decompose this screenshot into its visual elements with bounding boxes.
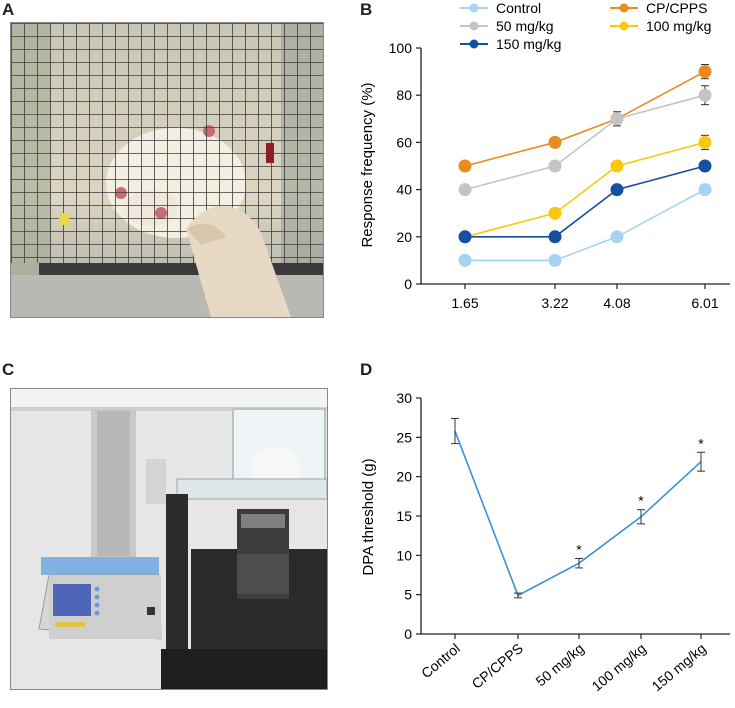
- chart-b-y-tick-label: 60: [396, 134, 412, 150]
- chart-b-point-50-mg-kg: [610, 112, 624, 126]
- chart-d-x-tick-label: 50 mg/kg: [533, 640, 587, 689]
- chart-b-y-tick-label: 40: [396, 182, 412, 198]
- chart-b-point-150-mg-kg: [548, 230, 562, 244]
- chart-d-series-line: [454, 430, 702, 597]
- chart-b-point-50-mg-kg: [458, 183, 472, 197]
- panel-letter-a: A: [2, 0, 15, 19]
- chart-b-series-line-50-mg-kg: [464, 94, 706, 191]
- chart-d-y-tick-label: 0: [404, 626, 412, 642]
- chart-d-significance-marker: *: [638, 493, 644, 509]
- chart-b-legend-label-150-mg-kg: 150 mg/kg: [496, 36, 561, 52]
- chart-b-legend-marker-control: [469, 3, 479, 13]
- chart-b-point-100-mg-kg: [610, 159, 624, 173]
- chart-b-point-control: [458, 253, 472, 267]
- chart-b-point-control: [610, 230, 624, 244]
- chart-d-x-tick-label: Control: [418, 640, 463, 681]
- photo-c-illustration: [11, 389, 327, 689]
- chart-b-legend-marker-150-mg-kg: [469, 39, 479, 49]
- panel-letter-b: B: [360, 0, 373, 19]
- chart-b-x-tick-label: 3.22: [541, 295, 568, 311]
- chart-b-point-cp-cpps: [698, 65, 712, 79]
- chart-d-y-tick-label: 15: [396, 508, 412, 524]
- chart-b-point-50-mg-kg: [548, 159, 562, 173]
- chart-d-x-tick-label: 100 mg/kg: [589, 640, 649, 694]
- chart-b-point-control: [548, 253, 562, 267]
- chart-d-x-tick-label: CP/CPPS: [469, 640, 526, 692]
- chart-b-y-axis-label: Response frequency (%): [359, 82, 376, 247]
- chart-b-legend-label-50-mg-kg: 50 mg/kg: [496, 18, 554, 34]
- chart-d-dpa-threshold: DPA threshold (g) 0 5 10 15 20 25 30 Control CP/…: [360, 390, 730, 694]
- chart-b-point-cp-cpps: [548, 135, 562, 149]
- panel-letter-c: C: [2, 360, 15, 379]
- chart-d-y-tick-label: 30: [396, 390, 412, 406]
- chart-d-y-tick-label: 25: [396, 429, 412, 445]
- chart-b-point-150-mg-kg: [698, 159, 712, 173]
- chart-b-legend-label-cp-cpps: CP/CPPS: [646, 0, 707, 16]
- chart-b-point-cp-cpps: [458, 159, 472, 173]
- chart-b-legend-marker-cp-cpps: [619, 3, 629, 13]
- chart-b-y-tick-label: 80: [396, 87, 412, 103]
- photo-a-illustration: [11, 23, 323, 317]
- chart-b-legend-label-control: Control: [496, 0, 541, 16]
- chart-b-series-line-control: [465, 188, 706, 262]
- chart-b-legend-marker-100-mg-kg: [619, 21, 629, 31]
- chart-b-y-tick-label: 0: [404, 276, 412, 292]
- chart-d-y-tick-label: 20: [396, 469, 412, 485]
- chart-d-y-tick-label: 5: [404, 587, 412, 603]
- chart-b-y-tick-label: 100: [389, 40, 413, 56]
- chart-b-series-line-100-mg-kg: [464, 141, 706, 238]
- panel-letter-d: D: [360, 360, 373, 379]
- chart-d-significance-marker: *: [698, 435, 704, 451]
- chart-b-legend-label-100-mg-kg: 100 mg/kg: [646, 18, 711, 34]
- chart-d-significance-marker: *: [576, 541, 582, 557]
- photo-c-analgesiometer: [10, 388, 328, 690]
- chart-b-point-150-mg-kg: [458, 230, 472, 244]
- chart-b-point-control: [698, 183, 712, 197]
- chart-b-x-tick-label: 1.65: [451, 295, 478, 311]
- chart-b-series-line-150-mg-kg: [465, 165, 706, 238]
- chart-b-point-50-mg-kg: [698, 88, 712, 102]
- chart-b-y-tick-label: 20: [396, 229, 412, 245]
- chart-b-point-150-mg-kg: [610, 183, 624, 197]
- chart-d-y-axis-label: DPA threshold (g): [360, 458, 377, 575]
- chart-d-y-tick-label: 10: [396, 547, 412, 563]
- chart-b-point-100-mg-kg: [548, 206, 562, 220]
- chart-b-series-line-cp-cpps: [464, 70, 706, 167]
- chart-b-point-100-mg-kg: [698, 135, 712, 149]
- chart-b-x-tick-label: 4.08: [603, 295, 630, 311]
- chart-b-x-tick-label: 6.01: [691, 295, 718, 311]
- chart-d-x-tick-label: 150 mg/kg: [649, 640, 709, 694]
- chart-b-response-frequency: Response frequency (%) 0 20 40 60 80 100 1.65 3…: [359, 0, 730, 311]
- photo-a-rat-mesh-cage: [10, 22, 324, 318]
- chart-b-legend-marker-50-mg-kg: [469, 21, 479, 31]
